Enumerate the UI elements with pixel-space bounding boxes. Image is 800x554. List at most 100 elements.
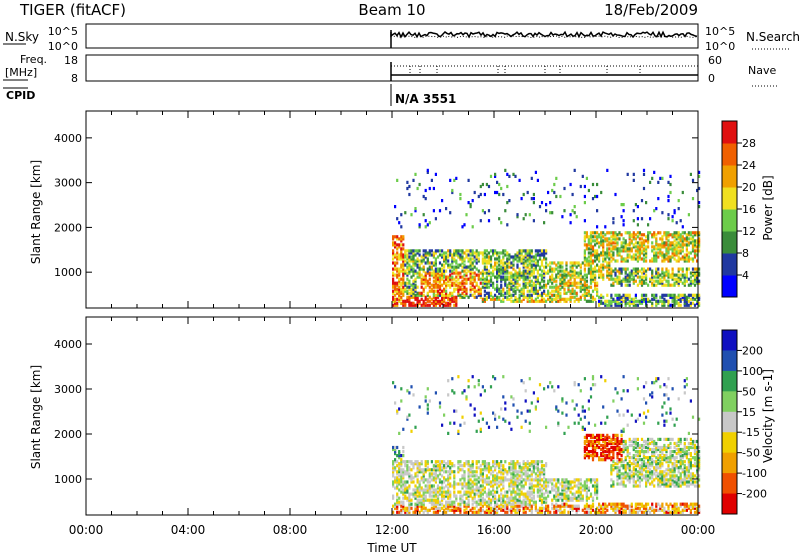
velocity-cell bbox=[610, 441, 613, 446]
velocity-cell bbox=[506, 504, 509, 508]
velocity-cell bbox=[614, 506, 617, 510]
velocity-cell bbox=[528, 498, 531, 502]
velocity-cell bbox=[520, 492, 523, 496]
velocity-cell bbox=[589, 454, 593, 458]
power-cell bbox=[602, 275, 605, 279]
power-cell bbox=[434, 217, 437, 221]
power-cell bbox=[461, 259, 464, 263]
velocity-cell bbox=[520, 474, 523, 478]
velocity-cell bbox=[591, 443, 595, 448]
power-cell bbox=[698, 174, 701, 178]
velocity-cell bbox=[520, 468, 523, 472]
power-cell bbox=[461, 225, 464, 229]
velocity-cell bbox=[394, 476, 397, 480]
power-cell bbox=[596, 289, 599, 293]
velocity-cell bbox=[563, 504, 566, 508]
velocity-cell bbox=[400, 464, 403, 468]
velocity-cell bbox=[485, 510, 488, 514]
velocity-cell bbox=[396, 478, 399, 482]
power-cell bbox=[528, 213, 531, 217]
velocity-cell bbox=[473, 492, 476, 496]
velocity-cell bbox=[461, 486, 464, 490]
power-cell bbox=[553, 285, 556, 289]
velocity-cell bbox=[616, 391, 619, 395]
velocity-cell bbox=[504, 494, 507, 498]
power-cell bbox=[540, 293, 544, 297]
velocity-cell bbox=[418, 494, 421, 498]
power-cell bbox=[487, 281, 491, 285]
power-cell bbox=[651, 283, 654, 287]
power-cell bbox=[591, 245, 595, 249]
power-cell bbox=[530, 249, 533, 253]
power-cell bbox=[591, 299, 595, 303]
power-cell bbox=[443, 273, 446, 277]
power-cell bbox=[691, 257, 695, 261]
velocity-cell bbox=[459, 468, 462, 472]
power-cell bbox=[418, 293, 421, 297]
power-cell bbox=[443, 279, 446, 283]
velocity-cell bbox=[636, 387, 639, 391]
power-cell bbox=[632, 172, 635, 176]
power-cell bbox=[473, 271, 476, 275]
power-cell bbox=[508, 174, 511, 178]
power-cell bbox=[612, 257, 615, 261]
power-cell bbox=[677, 259, 680, 263]
velocity-cell bbox=[467, 472, 470, 476]
power-cell bbox=[528, 263, 531, 267]
power-cell bbox=[685, 247, 688, 251]
power-cell bbox=[691, 237, 695, 241]
power-cell bbox=[655, 267, 658, 271]
velocity-cell bbox=[418, 490, 421, 494]
velocity-cell bbox=[492, 411, 495, 415]
velocity-cell bbox=[481, 472, 484, 476]
power-cell bbox=[522, 277, 525, 281]
power-cell bbox=[540, 285, 544, 289]
velocity-cell bbox=[653, 450, 656, 454]
power-cell bbox=[536, 295, 539, 299]
velocity-cell bbox=[583, 504, 586, 508]
power-cell bbox=[614, 293, 617, 297]
power-cell bbox=[504, 265, 507, 269]
velocity-cell bbox=[589, 387, 593, 391]
velocity-cell bbox=[522, 506, 525, 510]
power-cell bbox=[528, 293, 531, 297]
power-cell bbox=[591, 277, 595, 281]
power-cell bbox=[467, 265, 470, 269]
velocity-cell bbox=[645, 510, 648, 514]
velocity-cell bbox=[426, 480, 429, 484]
power-cell bbox=[616, 243, 619, 247]
velocity-cell bbox=[441, 462, 444, 466]
velocity-cell bbox=[567, 480, 570, 484]
velocity-cell bbox=[392, 472, 395, 476]
power-cell bbox=[463, 269, 466, 273]
velocity-cell bbox=[620, 429, 623, 433]
velocity-cell bbox=[628, 466, 631, 470]
power-cell bbox=[526, 271, 529, 275]
power-cell bbox=[489, 279, 493, 283]
power-cell bbox=[689, 231, 692, 235]
power-cell bbox=[457, 283, 460, 287]
power-cell bbox=[463, 265, 466, 269]
velocity-cell bbox=[540, 492, 544, 496]
power-cell bbox=[677, 249, 680, 253]
velocity-cell bbox=[524, 466, 527, 470]
power-cell bbox=[561, 265, 564, 269]
power-cell bbox=[394, 265, 397, 269]
velocity-cell bbox=[636, 441, 639, 446]
power-cell bbox=[693, 293, 697, 297]
power-cell bbox=[608, 231, 611, 235]
power-cell bbox=[481, 251, 484, 255]
velocity-cell bbox=[394, 450, 397, 454]
velocity-cell bbox=[659, 470, 662, 474]
power-cell bbox=[422, 289, 425, 293]
velocity-cell bbox=[404, 464, 407, 468]
velocity-cell bbox=[475, 504, 478, 508]
power-cell bbox=[428, 221, 431, 225]
power-cell bbox=[647, 299, 650, 303]
power-cell bbox=[443, 287, 446, 291]
power-cell bbox=[673, 235, 676, 239]
power-cell bbox=[551, 261, 554, 265]
power-cell bbox=[538, 257, 542, 261]
power-cell bbox=[481, 273, 484, 277]
velocity-cell bbox=[530, 486, 533, 490]
